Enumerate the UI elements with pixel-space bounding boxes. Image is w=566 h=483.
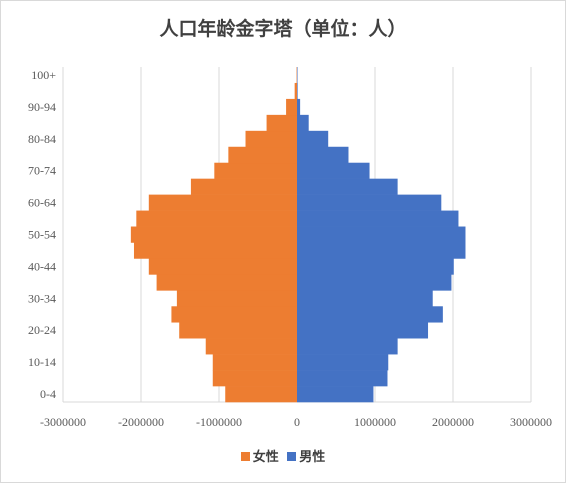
x-tick-label: 3000000 (510, 415, 552, 429)
bar-female-25-29 (171, 306, 297, 323)
bar-female-45-49 (133, 242, 297, 259)
chart-title: 人口年龄金字塔（单位：人） (159, 18, 407, 40)
legend-label-male: 男性 (299, 450, 326, 465)
bar-female-10-14 (212, 354, 297, 371)
bar-male-95-99 (297, 82, 298, 100)
x-tick-label: -1000000 (196, 415, 242, 429)
bar-female-70-74 (214, 162, 297, 179)
y-tick-label: 80-84 (28, 132, 56, 146)
bar-female-85-89 (266, 114, 297, 132)
bar-female-0-4 (225, 386, 297, 403)
bar-male-50-54 (297, 226, 466, 243)
bar-female-80-84 (245, 130, 297, 148)
y-tick-label: 10-14 (28, 355, 56, 369)
bar-male-40-44 (297, 258, 454, 275)
bar-male-90-94 (297, 98, 301, 116)
bar-female-90-94 (286, 98, 297, 116)
bar-female-20-24 (179, 322, 297, 339)
legend-swatch-female (240, 452, 250, 461)
bar-female-30-34 (176, 290, 297, 307)
bar-female-15-19 (205, 338, 297, 355)
bar-male-20-24 (297, 322, 429, 339)
bar-male-45-49 (297, 242, 466, 259)
bar-female-5-9 (212, 370, 297, 387)
bar-male-80-84 (297, 130, 329, 148)
y-tick-label: 40-44 (28, 259, 56, 273)
bar-female-35-39 (156, 274, 297, 291)
bar-male-55-59 (297, 210, 459, 227)
legend-swatch-male (287, 452, 297, 461)
bar-male-25-29 (297, 306, 443, 323)
y-tick-label: 100+ (31, 68, 56, 82)
x-axis-tick-labels: -3000000 -2000000 -1000000 0 1000000 2000000 3… (40, 415, 552, 429)
bar-male-65-69 (297, 178, 398, 195)
bar-male-75-79 (297, 146, 349, 164)
x-tick-label: 0 (294, 415, 300, 429)
y-tick-label: 60-64 (28, 196, 56, 210)
y-tick-label: 50-54 (28, 228, 56, 242)
bars (130, 67, 466, 403)
bar-female-55-59 (136, 210, 297, 227)
bar-male-100+ (297, 67, 298, 84)
bar-female-50-54 (130, 226, 297, 243)
y-axis-tick-labels: 0-4 10-14 20-24 30-34 40-44 50-54 60-64 70-74 80… (28, 68, 56, 401)
bar-female-100+ (296, 67, 298, 84)
legend-item-male: 男性 (287, 446, 325, 465)
y-tick-label: 90-94 (28, 100, 56, 114)
y-tick-label: 20-24 (28, 323, 56, 337)
bar-female-95-99 (294, 82, 297, 100)
legend: 女性 男性 (0, 446, 566, 465)
x-tick-label: -3000000 (40, 415, 86, 429)
bar-female-40-44 (148, 258, 297, 275)
bar-male-15-19 (297, 338, 398, 355)
y-tick-label: 30-34 (28, 291, 56, 305)
x-tick-label: 2000000 (432, 415, 474, 429)
bar-male-0-4 (297, 386, 374, 403)
bar-male-85-89 (297, 114, 309, 132)
bar-male-35-39 (297, 274, 452, 291)
bar-female-65-69 (190, 178, 297, 195)
x-tick-label: 1000000 (354, 415, 396, 429)
bar-male-30-34 (297, 290, 433, 307)
bar-female-60-64 (148, 194, 297, 211)
legend-label-female: 女性 (252, 450, 279, 465)
legend-item-female: 女性 (240, 446, 279, 465)
bar-male-10-14 (297, 354, 389, 371)
y-tick-label: 70-74 (28, 164, 56, 178)
x-tick-label: -2000000 (118, 415, 164, 429)
bar-female-75-79 (228, 146, 297, 164)
bar-male-60-64 (297, 194, 442, 211)
y-tick-label: 0-4 (40, 387, 56, 401)
bar-male-5-9 (297, 370, 388, 387)
bar-male-70-74 (297, 162, 370, 179)
